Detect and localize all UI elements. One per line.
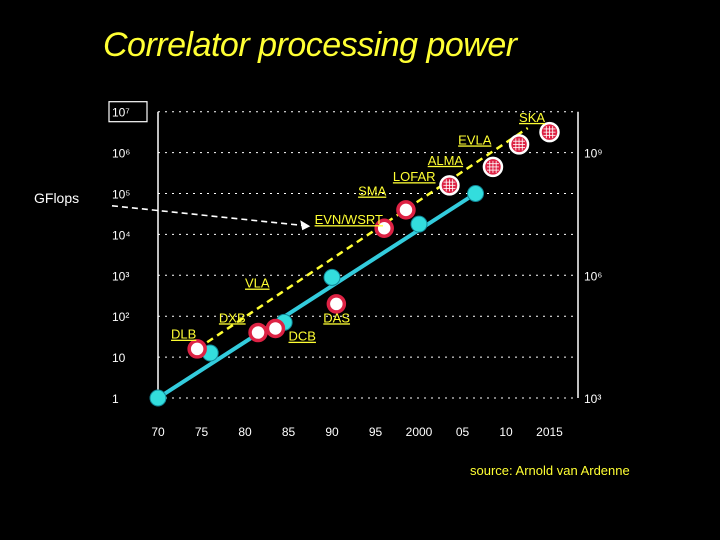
x-tick-label: 95: [369, 425, 383, 439]
x-tick-label: 80: [238, 425, 252, 439]
data-point-cyan: [410, 215, 428, 233]
point-label: DLB: [171, 327, 196, 342]
point-label: EVLA: [458, 132, 492, 147]
data-point-red: [396, 200, 416, 220]
point-label: ALMA: [428, 153, 464, 168]
y-tick-label: 10⁷: [112, 106, 130, 120]
annotation-arrow: [111, 204, 311, 228]
point-label: SKA: [519, 110, 545, 125]
point-label: DXB: [219, 310, 246, 325]
chart-title: Correlator processing power: [103, 26, 517, 64]
data-point-cyan: [323, 268, 341, 286]
point-label: EVN/WSRT: [315, 212, 383, 227]
y-tick-label: 10⁵: [112, 188, 130, 202]
point-label: DAS: [323, 310, 350, 325]
y-right-tick-label: 10³: [584, 392, 601, 406]
data-point-red: [265, 318, 286, 339]
trend-line-dashed: [196, 127, 529, 350]
data-point-cyan: [149, 389, 167, 407]
annotation-arrowhead: [300, 220, 311, 231]
y-tick-label: 10⁶: [112, 147, 130, 161]
x-tick-label: 10: [499, 425, 513, 439]
data-point-cyan: [467, 185, 485, 202]
y-tick-label: 10: [112, 351, 126, 365]
x-tick-label: 2015: [536, 425, 563, 439]
data-point-red: [374, 218, 394, 239]
point-label: DCB: [289, 329, 316, 344]
data-point-red: [326, 294, 347, 314]
y-axis-label: GFlops: [34, 190, 79, 206]
y-tick-label: 10⁴: [112, 228, 131, 242]
data-point-red: [187, 339, 207, 359]
point-label: VLA: [245, 276, 270, 291]
x-tick-label: 70: [151, 425, 165, 439]
y-tick-label: 10³: [112, 269, 129, 283]
x-tick-label: 2000: [406, 425, 433, 439]
y-tick-label: 1: [112, 392, 119, 406]
source-note: source: Arnold van Ardenne: [470, 463, 630, 478]
y-right-tick-label: 10⁹: [584, 147, 603, 161]
y-tick-label: 10²: [112, 310, 129, 324]
point-label: LOFAR: [393, 169, 436, 184]
x-tick-label: 85: [282, 425, 296, 439]
y-top-label-box: [108, 101, 148, 123]
x-tick-label: 90: [325, 425, 339, 439]
point-label: SMA: [358, 184, 387, 199]
x-tick-label: 05: [456, 425, 470, 439]
data-point-red: [248, 322, 268, 343]
x-tick-label: 75: [195, 425, 209, 439]
y-right-tick-label: 10⁶: [584, 269, 602, 283]
